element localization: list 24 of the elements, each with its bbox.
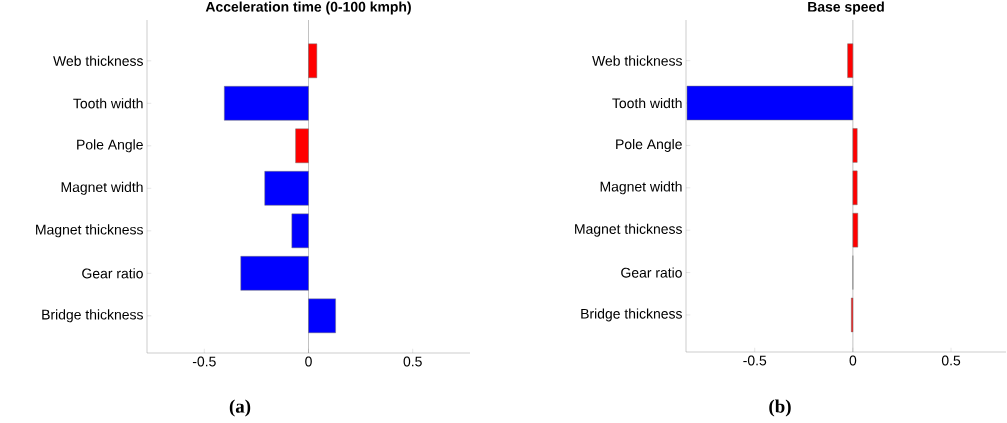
chart-title: Base speed	[808, 1, 884, 15]
y-tick-label: Pole Angle	[616, 138, 682, 152]
x-tick-label: 0	[305, 356, 312, 367]
y-tick-label: Gear ratio	[82, 268, 143, 279]
y-tick-label: Magnet thickness	[36, 224, 143, 238]
x-tick-label: -0.5	[743, 355, 767, 366]
y-tick-label: Tooth width	[73, 98, 143, 109]
x-tick-label: -0.5	[192, 356, 216, 367]
y-tick-label: Magnet thickness	[575, 223, 682, 237]
y-tick-label: Magnet width	[61, 181, 143, 195]
y-tick-label: Web thickness	[53, 55, 143, 66]
y-tick-label: Bridge thickness	[581, 308, 682, 322]
y-tick-label: Tooth width	[612, 97, 682, 109]
y-tick-label: Magnet width	[600, 181, 682, 195]
x-tick-label: 0	[849, 355, 857, 366]
y-tick-label: Web thickness	[592, 55, 682, 66]
x-tick-label: 0.5	[941, 355, 961, 366]
text: (a)	[229, 399, 251, 417]
x-tick-label: 0.5	[403, 356, 422, 367]
y-tick-label: Gear ratio	[621, 267, 682, 278]
text: (b)	[769, 399, 791, 417]
chart-title: Acceleration time (0-100 kmph)	[205, 1, 411, 15]
y-tick-label: Bridge thickness	[42, 309, 143, 323]
y-tick-label: Pole Angle	[77, 139, 143, 153]
